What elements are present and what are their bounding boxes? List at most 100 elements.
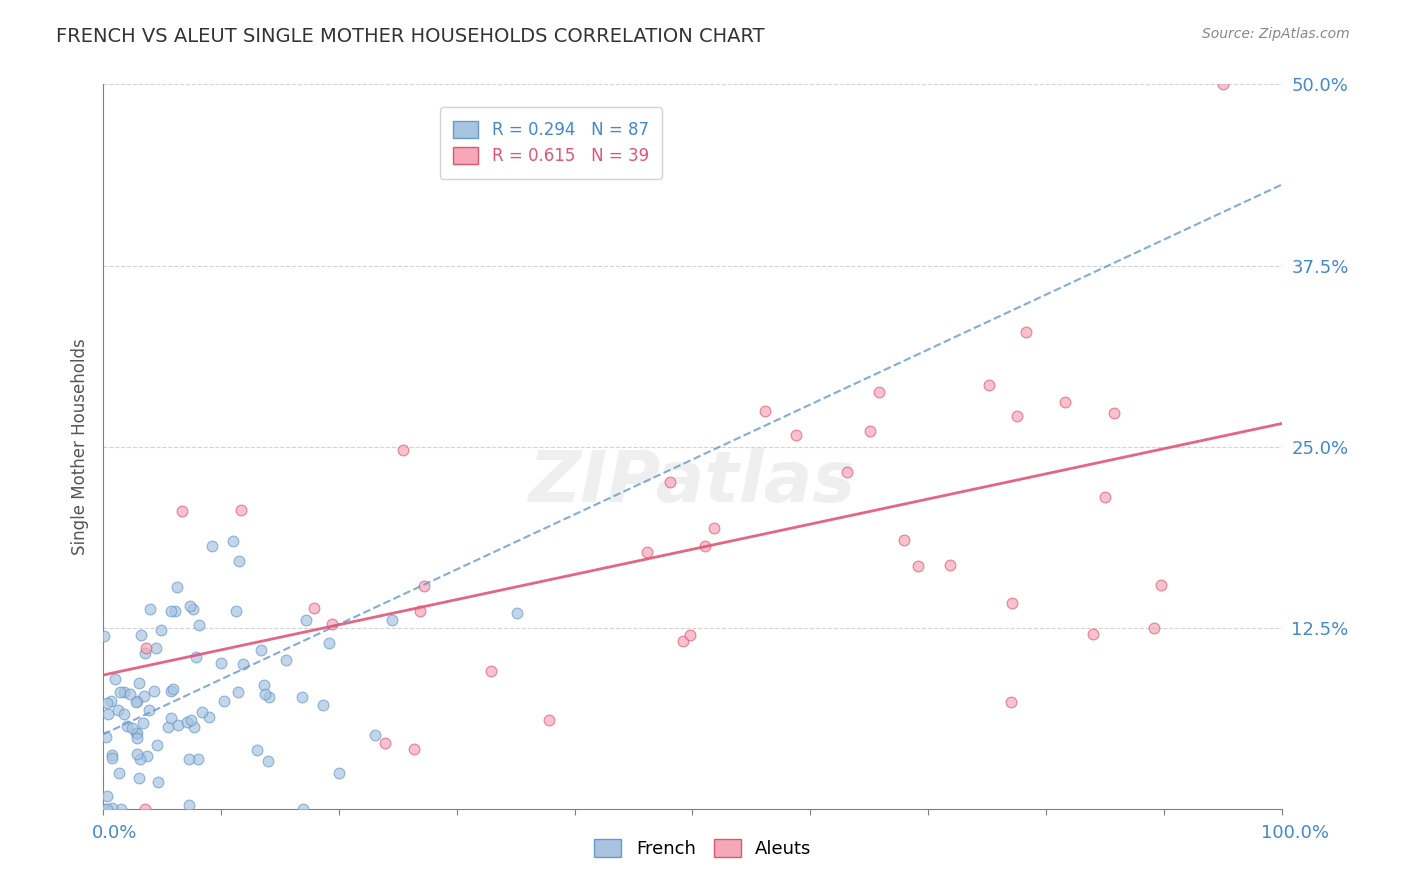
Point: [183, 720, 205, 734]
Point: [318, 636, 340, 650]
Point: [108, 684, 131, 698]
Point: [187, 752, 209, 766]
Point: [250, 643, 273, 657]
Point: [201, 539, 224, 553]
Point: [177, 798, 200, 813]
Point: [134, 802, 156, 816]
Point: [94, 802, 117, 816]
Point: [181, 601, 204, 615]
Point: [191, 705, 214, 719]
Point: [254, 687, 277, 701]
Point: [276, 653, 298, 667]
Point: [103, 672, 125, 686]
Point: [128, 771, 150, 785]
Point: [837, 465, 859, 479]
Point: [693, 540, 716, 554]
Point: [101, 750, 124, 764]
Point: [101, 748, 124, 763]
Point: [121, 721, 143, 735]
Point: [107, 765, 129, 780]
Point: [290, 690, 312, 704]
Point: [112, 685, 135, 699]
Point: [659, 475, 682, 489]
Point: [321, 617, 343, 632]
Text: FRENCH VS ALEUT SINGLE MOTHER HOUSEHOLDS CORRELATION CHART: FRENCH VS ALEUT SINGLE MOTHER HOUSEHOLDS…: [56, 27, 765, 45]
Point: [107, 703, 129, 717]
Point: [703, 521, 725, 535]
Point: [1000, 695, 1022, 709]
Point: [145, 640, 167, 655]
Point: [160, 604, 183, 618]
Point: [93, 628, 115, 642]
Point: [246, 743, 269, 757]
Point: [127, 731, 149, 745]
Point: [291, 802, 314, 816]
Legend: R = 0.294   N = 87, R = 0.615   N = 39: R = 0.294 N = 87, R = 0.615 N = 39: [440, 107, 662, 178]
Text: ZIPatlas: ZIPatlas: [529, 449, 856, 517]
Point: [229, 503, 252, 517]
Point: [187, 618, 209, 632]
Point: [132, 715, 155, 730]
Point: [184, 650, 207, 665]
Point: [149, 624, 172, 638]
Point: [176, 714, 198, 729]
Point: [232, 657, 254, 671]
Point: [125, 747, 148, 762]
Text: 100.0%: 100.0%: [1261, 824, 1329, 842]
Point: [125, 694, 148, 708]
Point: [125, 695, 148, 709]
Point: [180, 713, 202, 727]
Point: [295, 613, 318, 627]
Point: [679, 628, 702, 642]
Point: [96, 789, 118, 804]
Point: [228, 554, 250, 568]
Point: [179, 599, 201, 613]
Point: [127, 726, 149, 740]
Point: [132, 689, 155, 703]
Point: [1143, 621, 1166, 635]
Point: [198, 709, 221, 723]
Point: [226, 685, 249, 699]
Point: [167, 718, 190, 732]
Point: [139, 602, 162, 616]
Point: [97, 707, 120, 722]
Text: 0.0%: 0.0%: [91, 824, 136, 842]
Point: [166, 580, 188, 594]
Point: [129, 628, 152, 642]
Point: [165, 604, 187, 618]
Point: [1081, 626, 1104, 640]
Point: [1015, 325, 1038, 339]
Point: [636, 545, 658, 559]
Text: Source: ZipAtlas.com: Source: ZipAtlas.com: [1202, 27, 1350, 41]
Point: [225, 604, 247, 618]
Point: [538, 713, 561, 727]
Point: [479, 664, 502, 678]
Point: [893, 533, 915, 547]
Point: [1150, 578, 1173, 592]
Point: [1102, 406, 1125, 420]
Point: [259, 690, 281, 704]
Point: [364, 729, 387, 743]
Point: [143, 684, 166, 698]
Point: [1212, 78, 1234, 92]
Point: [1094, 490, 1116, 504]
Point: [101, 801, 124, 815]
Point: [134, 646, 156, 660]
Point: [138, 703, 160, 717]
Point: [672, 634, 695, 648]
Point: [312, 698, 335, 713]
Point: [146, 738, 169, 752]
Point: [1053, 394, 1076, 409]
Point: [859, 424, 882, 438]
Point: [409, 604, 432, 618]
Point: [172, 504, 194, 518]
Point: [120, 687, 142, 701]
Point: [977, 377, 1000, 392]
Point: [160, 683, 183, 698]
Point: [212, 694, 235, 708]
Point: [110, 802, 132, 816]
Point: [785, 427, 807, 442]
Point: [1005, 409, 1028, 423]
Point: [159, 711, 181, 725]
Point: [96, 802, 118, 816]
